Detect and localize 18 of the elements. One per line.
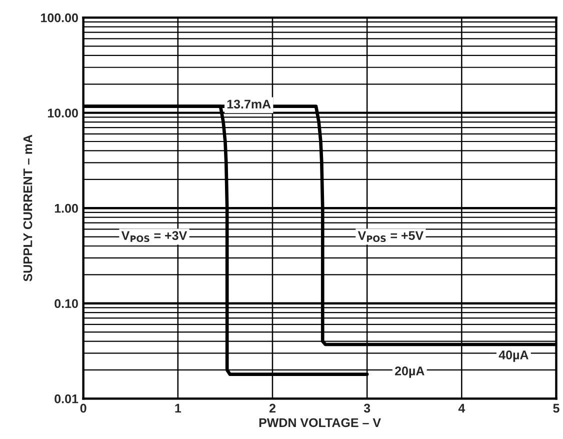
annotation: V$_{POS}$ = +5V — [358, 231, 424, 242]
y-tick-label: 0.01 — [54, 394, 78, 404]
y-tick-label: 0.10 — [54, 299, 78, 308]
x-tick-label: 2 — [269, 404, 276, 413]
y-tick-label: 100.00 — [41, 13, 78, 22]
x-tick-label: 5 — [553, 404, 560, 413]
x-tick-label: 4 — [458, 404, 466, 413]
x-tick-label: 0 — [80, 404, 86, 413]
x-axis-title: PWDN VOLTAGE – V — [259, 418, 381, 428]
annotation: 40µA — [498, 350, 528, 362]
annotation: 13.7mA — [227, 100, 271, 109]
y-axis-title: SUPPLY CURRENT – mA — [23, 134, 32, 282]
y-tick-label: 10.00 — [48, 108, 78, 118]
annotation: V$_{POS}$ = +3V — [121, 231, 188, 242]
y-tick-label: 1.00 — [54, 204, 78, 213]
x-tick-label: 1 — [175, 404, 182, 413]
x-tick-label: 3 — [364, 404, 370, 413]
annotation: 20µA — [395, 366, 424, 378]
